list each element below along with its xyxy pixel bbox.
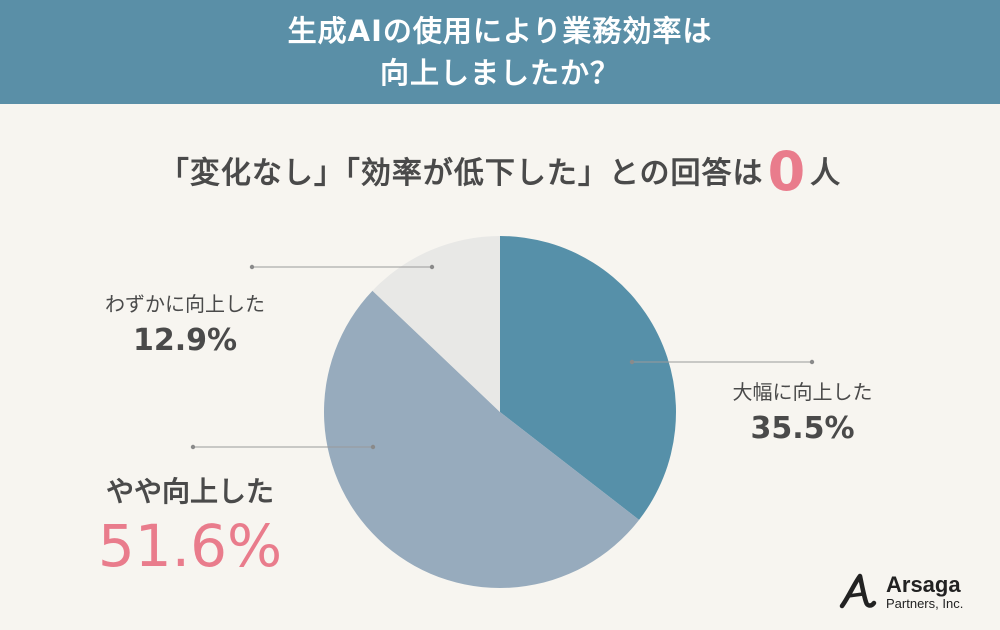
pie-slice-significant [500,236,676,520]
label-significant-value: 35.5% [750,411,855,446]
logo-mark-icon [839,573,877,609]
subtitle: 「変化なし」「効率が低下した」との回答は0 人 [0,140,1000,203]
leader-line-somewhat [190,444,376,450]
label-somewhat: やや向上した 51.6% [70,470,310,580]
title-line-1: 生成AIの使用により業務効率は [287,14,713,48]
header-banner: 生成AIの使用により業務効率は 向上しましたか？ [0,0,1000,104]
leader-line-slight [249,264,435,270]
subtitle-count: 0 [767,140,807,203]
company-logo: Arsaga Partners, Inc. [836,570,986,616]
title-line-2: 向上しましたか？ [379,56,620,90]
label-significant-name: 大幅に向上した [732,380,873,404]
label-significant: 大幅に向上した 35.5% [700,376,905,446]
label-somewhat-name: やや向上した [105,475,274,508]
label-slight-value: 12.9% [132,323,238,358]
label-slight-name: わずかに向上した [105,292,265,316]
pie-slice-somewhat [323,290,640,589]
subtitle-prefix: 「変化なし」「効率が低下した」との回答は [158,156,764,191]
pie-slice-slight [372,236,500,412]
logo-brand: Arsaga [886,572,961,597]
leader-line-significant [629,359,815,365]
logo-subtext: Partners, Inc. [886,596,964,611]
label-somewhat-value: 51.6% [97,512,283,580]
label-slight: わずかに向上した 12.9% [90,288,280,358]
subtitle-suffix: 人 [810,156,842,191]
